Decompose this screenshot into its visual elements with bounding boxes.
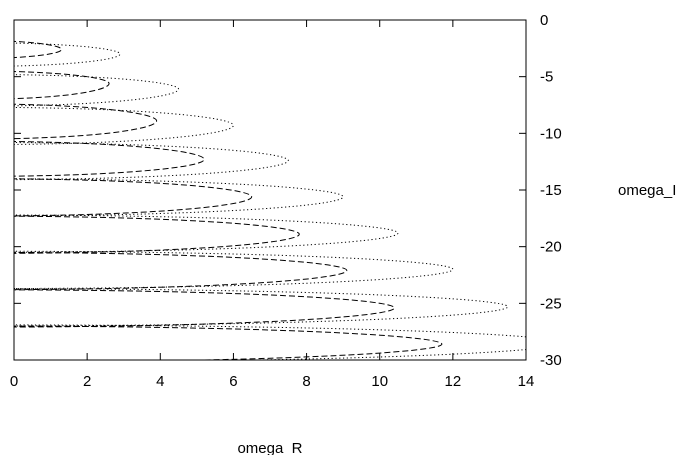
dotted-curve [14,178,344,217]
dashed-curve [14,215,300,254]
x-tick-label: 4 [156,373,164,390]
ticks-layer: 0 2 4 6 8 10 12 14 0 -5 -10 -15 -20 -25 -30 [10,12,562,390]
dotted-curve [14,42,121,67]
x-tick-label: 2 [83,373,91,390]
y-tick-label: -5 [540,69,553,86]
dotted-curve [14,106,234,145]
dashed-curve [14,141,205,177]
y-axis-title: omega_I [618,182,676,199]
dashed-curve [14,71,110,100]
dotted-curve [14,288,509,327]
curves-layer [14,40,526,360]
y-tick-label: -30 [540,352,562,369]
dashed-curve [14,178,253,217]
dotted-curve [14,250,454,290]
plot-frame [13,19,527,361]
x-tick-label: 8 [302,373,310,390]
x-tick-label: 14 [518,373,535,390]
x-tick-label: 0 [10,373,18,390]
dotted-curve [14,324,526,360]
dashed-curve [14,103,158,140]
y-tick-label: -15 [540,182,562,199]
dotted-curve [14,214,399,253]
x-axis-title: omega_R [237,440,302,455]
dashed-curve [14,40,63,59]
dashed-curve [14,289,395,328]
x-tick-label: 10 [371,373,388,390]
dotted-curve [14,142,289,181]
y-tick-label: 0 [540,12,548,29]
x-tick-label: 12 [445,373,462,390]
x-tick-label: 6 [229,373,237,390]
dashed-curve [14,325,443,360]
y-tick-label: -20 [540,239,562,256]
dashed-curve [14,251,348,291]
y-tick-label: -25 [540,295,562,312]
dotted-curve [14,74,180,107]
y-tick-label: -10 [540,125,562,142]
